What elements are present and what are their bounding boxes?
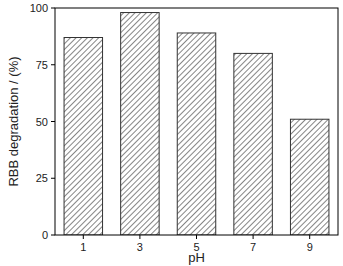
bar bbox=[234, 53, 272, 235]
x-tick-label: 7 bbox=[250, 241, 256, 253]
x-tick bbox=[196, 235, 197, 239]
x-tick bbox=[253, 235, 254, 239]
y-tick-label: 0 bbox=[42, 229, 48, 241]
x-tick-label: 1 bbox=[80, 241, 86, 253]
y-axis-label: RBB degradation / (%) bbox=[6, 56, 21, 186]
y-tick bbox=[51, 121, 55, 122]
bar bbox=[177, 33, 215, 235]
y-tick-label: 100 bbox=[30, 2, 48, 14]
y-tick bbox=[51, 178, 55, 179]
x-tick-label: 9 bbox=[307, 241, 313, 253]
chart: 025507510013579pHRBB degradation / (%) bbox=[0, 0, 343, 266]
x-tick bbox=[83, 235, 84, 239]
y-tick-label: 75 bbox=[36, 59, 48, 71]
x-axis-label: pH bbox=[188, 250, 205, 265]
x-tick bbox=[139, 235, 140, 239]
bar bbox=[64, 38, 102, 235]
plot-frame bbox=[55, 8, 338, 235]
bars bbox=[64, 13, 329, 235]
y-tick-label: 50 bbox=[36, 116, 48, 128]
x-tick-label: 3 bbox=[137, 241, 143, 253]
chart-container: 025507510013579pHRBB degradation / (%) bbox=[0, 0, 343, 266]
bar bbox=[121, 13, 159, 235]
x-tick bbox=[309, 235, 310, 239]
y-tick-label: 25 bbox=[36, 172, 48, 184]
y-tick bbox=[51, 235, 55, 236]
y-tick bbox=[51, 64, 55, 65]
bar bbox=[290, 119, 328, 235]
y-tick bbox=[51, 8, 55, 9]
